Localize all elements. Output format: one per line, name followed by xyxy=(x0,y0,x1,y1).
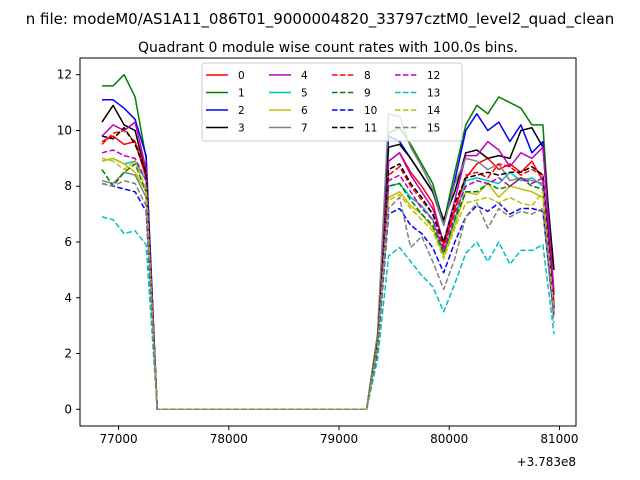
legend-label-0: 0 xyxy=(238,70,245,82)
legend-label-6: 6 xyxy=(301,105,308,117)
legend-label-1: 1 xyxy=(238,88,245,100)
y-tick-label: 4 xyxy=(64,291,72,305)
legend-label-9: 9 xyxy=(364,88,371,100)
y-tick-label: 12 xyxy=(57,68,72,82)
series-line-13 xyxy=(101,216,555,411)
y-tick-label: 6 xyxy=(64,235,72,249)
legend-label-15: 15 xyxy=(427,123,440,135)
x-axis-offset-label: +3.783e8 xyxy=(517,455,576,469)
legend-label-7: 7 xyxy=(301,123,308,135)
legend-label-5: 5 xyxy=(301,88,308,100)
legend-label-12: 12 xyxy=(427,70,440,82)
x-tick-label: 77000 xyxy=(99,432,137,446)
legend-label-8: 8 xyxy=(364,70,371,82)
series-layer xyxy=(101,73,555,411)
y-tick-label: 0 xyxy=(64,402,72,416)
series-line-15 xyxy=(101,179,555,411)
x-tick-label: 80000 xyxy=(430,432,468,446)
legend-label-13: 13 xyxy=(427,88,440,100)
x-tick-label: 79000 xyxy=(320,432,358,446)
y-tick-label: 2 xyxy=(64,347,72,361)
legend-label-4: 4 xyxy=(301,70,308,82)
legend-label-2: 2 xyxy=(238,105,245,117)
y-tick-label: 10 xyxy=(57,123,72,137)
x-axis: 77000 78000 79000 80000 81000 xyxy=(99,426,579,446)
x-tick-label: 81000 xyxy=(540,432,578,446)
legend-label-11: 11 xyxy=(364,123,377,135)
figure-suptitle: n file: modeM0/AS1A11_086T01_9000004820_… xyxy=(26,10,615,29)
legend-box xyxy=(201,62,463,142)
x-tick-label: 78000 xyxy=(210,432,248,446)
legend-label-14: 14 xyxy=(427,105,441,117)
legend-label-3: 3 xyxy=(238,123,245,135)
y-axis: 0 2 4 6 8 10 12 xyxy=(57,68,80,416)
legend-label-10: 10 xyxy=(364,105,377,117)
chart-title: Quadrant 0 module wise count rates with … xyxy=(138,40,518,56)
y-tick-label: 8 xyxy=(64,179,72,193)
